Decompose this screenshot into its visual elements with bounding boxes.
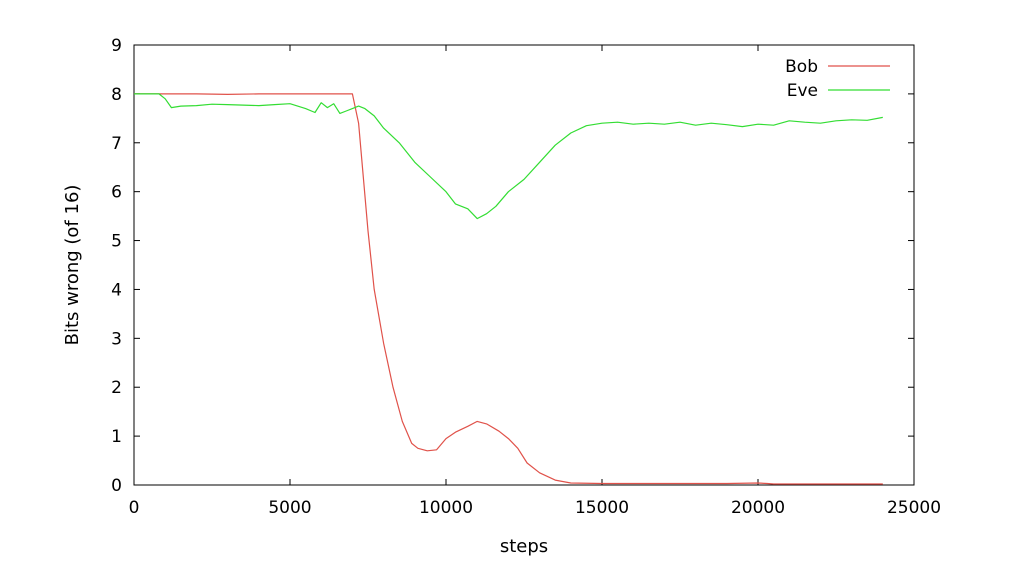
y-axis-label: Bits wrong (of 16)	[62, 185, 83, 346]
x-tick-label: 10000	[419, 498, 473, 518]
x-tick-label: 15000	[575, 498, 629, 518]
series-line-eve	[134, 93, 883, 220]
series-line-bob	[134, 93, 883, 485]
x-tick-label: 5000	[268, 498, 311, 518]
y-tick-label: 4	[111, 280, 122, 300]
plot-frame	[133, 44, 915, 486]
legend: Bob Eve	[785, 57, 890, 101]
y-tick-label: 0	[111, 476, 122, 496]
y-tick-label: 1	[111, 427, 122, 447]
x-tick-label: 25000	[887, 498, 941, 518]
y-tick-label: 7	[111, 134, 122, 154]
series-layer	[134, 93, 883, 485]
y-tick-label: 8	[111, 85, 122, 105]
x-axis-label: steps	[500, 536, 548, 557]
x-tick-label: 0	[129, 498, 140, 518]
y-tick-label: 2	[111, 378, 122, 398]
y-tick-label: 6	[111, 183, 122, 203]
axis-ticks: 0 5000 10000 15000 20000 25000 0 1 2 3 4 5 6 7 8 9	[111, 36, 941, 518]
y-tick-label: 5	[111, 232, 122, 252]
y-tick-label: 3	[111, 329, 122, 349]
legend-label-eve: Eve	[787, 81, 818, 101]
y-tick-label: 9	[111, 36, 122, 56]
x-tick-label: 20000	[731, 498, 785, 518]
legend-label-bob: Bob	[785, 57, 818, 77]
